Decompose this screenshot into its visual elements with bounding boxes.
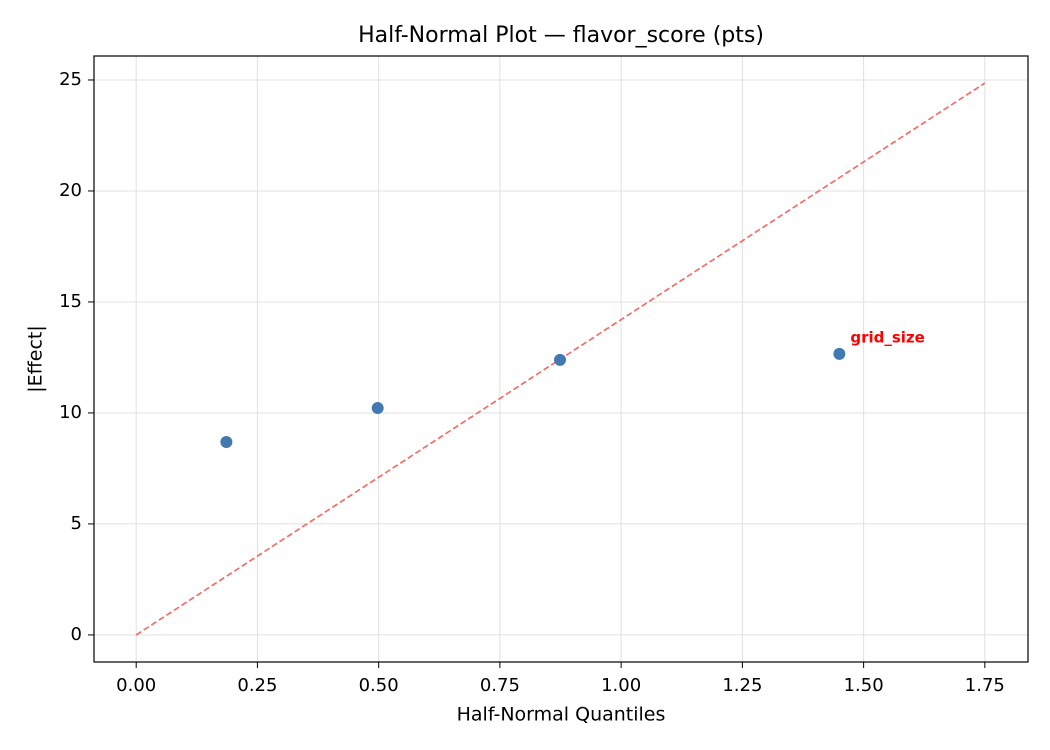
- x-tick-label: 1.75: [965, 675, 1005, 696]
- x-tick-label: 1.25: [722, 675, 762, 696]
- point: [833, 347, 846, 360]
- x-tick-label: 0.75: [480, 675, 520, 696]
- y-tick-label: 25: [59, 69, 82, 90]
- chart-title: Half-Normal Plot — flavor_score (pts): [358, 23, 764, 48]
- point: [220, 436, 233, 449]
- plot-frame: [93, 55, 1029, 663]
- y-tick-label: 0: [71, 624, 82, 645]
- x-tick-label: 0.25: [237, 675, 277, 696]
- point: [554, 353, 567, 366]
- point: [371, 402, 384, 415]
- y-tick-label: 5: [71, 513, 82, 534]
- x-axis-label: Half-Normal Quantiles: [457, 704, 666, 726]
- annotation: grid_size: [850, 328, 925, 346]
- y-tick-label: 15: [59, 291, 82, 312]
- x-tick-label: 0.00: [116, 675, 156, 696]
- x-tick-label: 0.50: [359, 675, 399, 696]
- y-tick-label: 10: [59, 402, 82, 423]
- y-axis-label: |Effect|: [25, 325, 47, 392]
- x-tick-label: 1.00: [601, 675, 641, 696]
- x-tick-label: 1.50: [844, 675, 884, 696]
- y-tick-label: 20: [59, 180, 82, 201]
